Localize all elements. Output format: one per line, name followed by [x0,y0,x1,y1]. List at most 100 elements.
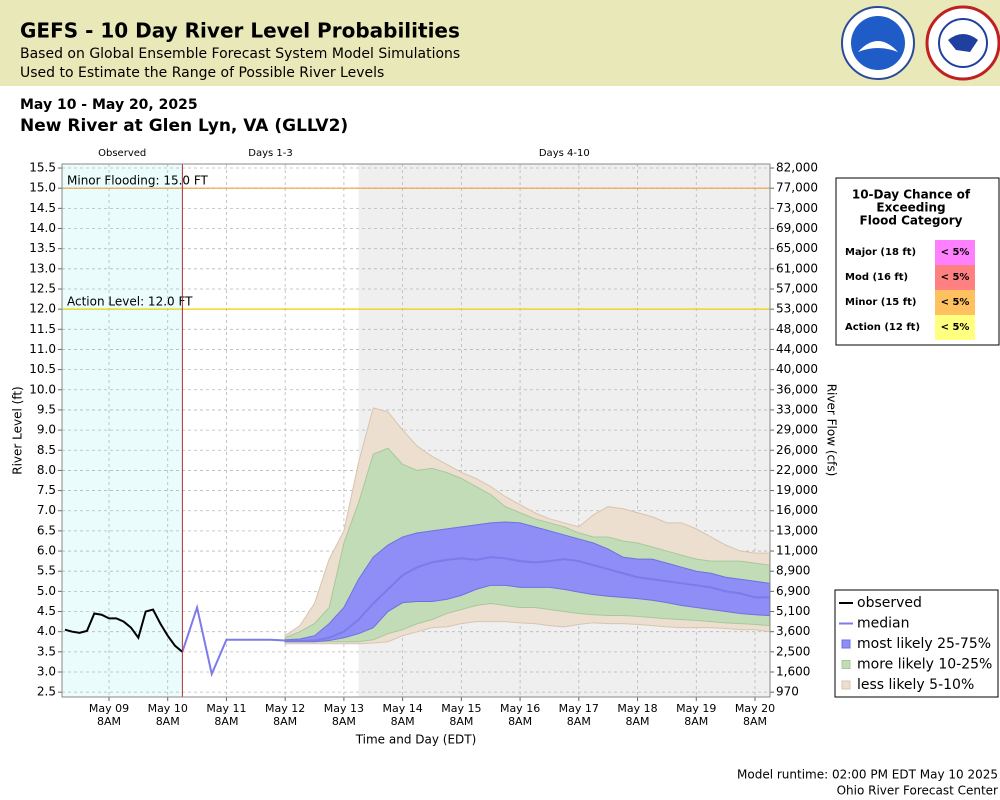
x-tick-label: 8AM [508,715,532,728]
x-tick-label: 8AM [214,715,238,728]
x-tick-label: May 13 [324,702,364,715]
x-tick-label: May 11 [206,702,246,715]
nws-logo [925,5,1000,81]
y-tick-label: 3.5 [37,644,56,658]
y2-tick-label: 1,600 [776,665,810,679]
y2-tick-label: 16,000 [776,503,818,517]
x-tick-label: May 20 [735,702,775,715]
subtitle: Based on Global Ensemble Forecast System… [20,46,460,62]
footer: Model runtime: 02:00 PM EDT May 10 2025 [737,768,998,782]
y2-tick-label: 44,000 [776,342,818,356]
y-tick-label: 15.5 [29,161,56,175]
x-tick-label: 8AM [684,715,708,728]
x-tick-label: 8AM [273,715,297,728]
y-axis-label: River Level (ft) [11,386,25,474]
footer: Ohio River Forecast Center [837,784,998,798]
y-tick-label: 6.5 [37,523,56,537]
y-tick-label: 10.5 [29,362,56,376]
y-tick-label: 2.5 [37,685,56,699]
y-tick-label: 5.0 [37,584,56,598]
y2-tick-label: 69,000 [776,221,818,235]
y-tick-label: 7.0 [37,503,56,517]
flood-chance-cell [935,315,975,340]
flood-table-title: Exceeding [876,201,945,215]
region-label: Days 1-3 [248,148,292,159]
flood-category: Mod (16 ft) [845,272,908,283]
x-axis-label: Time and Day (EDT) [355,733,477,747]
x-tick-label: May 18 [617,702,657,715]
y2-tick-label: 8,900 [776,564,810,578]
y2-tick-label: 36,000 [776,382,818,396]
y-tick-label: 15.0 [29,181,56,195]
flood-table-title: 10-Day Chance of [852,188,971,202]
y2-tick-label: 57,000 [776,281,818,295]
y2-tick-label: 26,000 [776,443,818,457]
x-tick-label: 8AM [743,715,767,728]
y-tick-label: 9.5 [37,402,56,416]
y2-tick-label: 29,000 [776,423,818,437]
y2-tick-label: 73,000 [776,201,818,215]
threshold-label: Minor Flooding: 15.0 FT [67,174,209,188]
legend-label: observed [857,595,922,611]
y2-tick-label: 2,500 [776,644,810,658]
flood-chance: < 5% [941,322,970,333]
y2-tick-label: 5,100 [776,604,810,618]
header-band [0,0,1000,86]
y-tick-label: 7.5 [37,483,56,497]
y2-tick-label: 970 [776,685,799,699]
y2-tick-label: 33,000 [776,402,818,416]
y2-tick-label: 6,900 [776,584,810,598]
x-tick-label: 8AM [332,715,356,728]
y2-tick-label: 53,000 [776,302,818,316]
y2-tick-label: 77,000 [776,181,818,195]
y2-tick-label: 19,000 [776,483,818,497]
chart-title: GEFS - 10 Day River Level Probabilities [20,19,460,43]
y-tick-label: 12.0 [29,302,56,316]
flood-chance: < 5% [941,272,970,283]
y2-tick-label: 48,000 [776,322,818,336]
legend-box [834,589,999,698]
flood-chance-cell [935,290,975,315]
location: New River at Glen Lyn, VA (GLLV2) [20,116,348,136]
y2-tick-label: 13,000 [776,523,818,537]
noaa-logo [841,6,915,80]
y2-tick-label: 61,000 [776,261,818,275]
y-tick-label: 9.0 [37,423,56,437]
y-tick-label: 11.5 [29,322,56,336]
y2-axis-label: River Flow (cfs) [825,384,839,477]
y2-tick-label: 82,000 [776,161,818,175]
flood-chance-cell [935,265,975,290]
legend-label: most likely 25-75% [857,636,991,652]
x-tick-label: 8AM [449,715,473,728]
flood-category: Major (18 ft) [845,247,916,258]
y-tick-label: 13.5 [29,241,56,255]
region [62,164,183,697]
y-tick-label: 13.0 [29,261,56,275]
x-tick-label: May 19 [676,702,716,715]
legend-label: less likely 5-10% [857,677,974,693]
region-label: Observed [98,148,146,159]
x-tick-label: May 14 [382,702,422,715]
y-tick-label: 4.5 [37,604,56,618]
plot-frame [61,163,771,698]
flood-chance-cell [935,240,975,265]
x-tick-label: 8AM [626,715,650,728]
plot-area: Observed Days 1-3 Days 4-10 2.5 3.0 3.5 4.0 4.5… [11,148,839,747]
flood-chance: < 5% [941,297,970,308]
x-tick-label: May 10 [148,702,188,715]
x-tick-label: 8AM [156,715,180,728]
y-tick-label: 14.5 [29,201,56,215]
y-tick-label: 3.0 [37,665,56,679]
y-tick-label: 6.0 [37,544,56,558]
legend-swatch [841,639,851,649]
y-tick-label: 5.5 [37,564,56,578]
legend-swatch [841,680,851,690]
x-tick-label: May 12 [265,702,305,715]
y-tick-label: 14.0 [29,221,56,235]
y2-tick-label: 11,000 [776,544,818,558]
date-range: May 10 - May 20, 2025 [20,97,198,113]
y2-tick-label: 40,000 [776,362,818,376]
